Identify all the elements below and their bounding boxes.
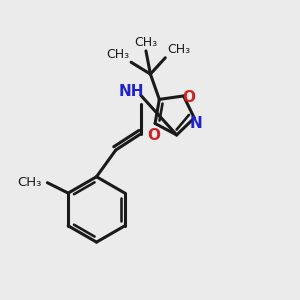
Text: NH: NH xyxy=(119,85,144,100)
Text: CH₃: CH₃ xyxy=(106,48,130,61)
Text: O: O xyxy=(148,128,160,142)
Text: CH₃: CH₃ xyxy=(167,43,190,56)
Text: O: O xyxy=(182,90,195,105)
Text: CH₃: CH₃ xyxy=(18,176,42,189)
Text: CH₃: CH₃ xyxy=(134,35,158,49)
Text: N: N xyxy=(189,116,202,131)
